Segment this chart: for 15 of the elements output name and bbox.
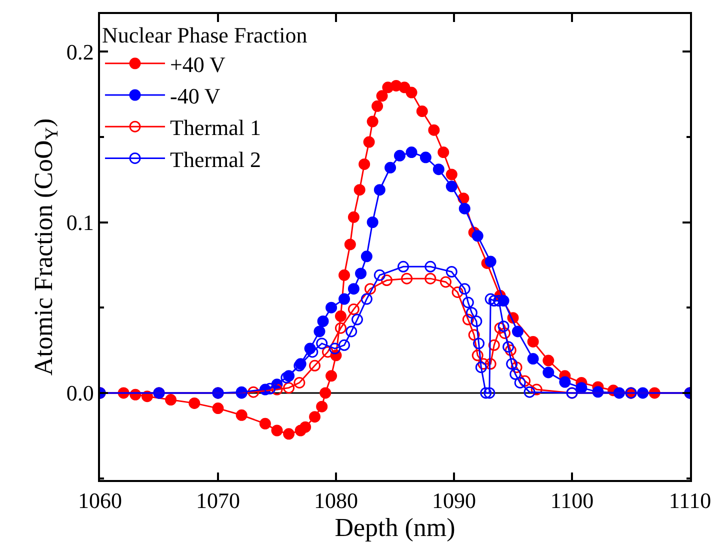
x-tick-label: 1090 [432, 488, 476, 514]
legend-label: Thermal 2 [170, 146, 262, 172]
x-tick-label: 1070 [196, 488, 240, 514]
x-axis-title: Depth (nm) [334, 513, 456, 542]
x-tick-label: 1060 [78, 488, 122, 514]
legend-label: -40 V [170, 84, 220, 109]
x-tick-label: 1100 [550, 488, 594, 514]
y-tick-label: 0.0 [66, 380, 94, 406]
legend-label: +40 V [170, 52, 226, 77]
y-tick-label: 0.2 [66, 39, 94, 64]
y-tick-label: 0.1 [66, 210, 94, 235]
x-tick-label: 1110 [668, 488, 712, 514]
legend-title: Nuclear Phase Fraction [102, 22, 308, 48]
x-tick-label: 1080 [314, 488, 358, 514]
legend-label: Thermal 1 [170, 115, 262, 140]
